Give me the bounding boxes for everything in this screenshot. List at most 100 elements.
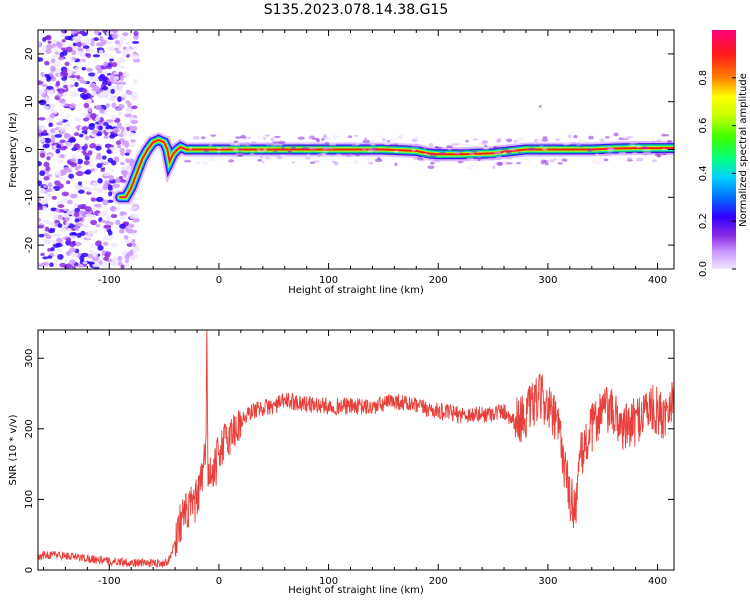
ridge-halo — [306, 153, 310, 157]
ridge-halo — [513, 141, 522, 145]
ridge-halo — [492, 165, 496, 170]
noise-speckle — [116, 122, 122, 129]
noise-speckle — [131, 214, 140, 218]
ridge-halo — [571, 142, 577, 145]
noise-speckle — [62, 145, 68, 150]
noise-speckle — [129, 125, 134, 132]
noise-speckle — [43, 161, 50, 168]
noise-speckle — [100, 66, 108, 70]
noise-speckle — [91, 77, 99, 82]
noise-speckle — [112, 30, 119, 34]
ridge-outline — [186, 144, 673, 152]
ridge-halo — [561, 158, 568, 162]
noise-speckle — [47, 182, 53, 188]
noise-speckle — [110, 242, 118, 248]
noise-speckle — [78, 210, 85, 216]
noise-speckle — [51, 39, 57, 44]
noise-speckle — [124, 113, 132, 118]
noise-speckle — [97, 245, 104, 251]
ridge-halo — [209, 158, 217, 162]
noise-speckle — [69, 259, 76, 265]
colorbar-label: Normalized spectral amplitude — [738, 73, 749, 227]
noise-speckle — [65, 46, 73, 53]
ridge-halo — [308, 146, 317, 150]
noise-speckle — [55, 148, 61, 154]
noise-speckle — [50, 223, 55, 229]
noise-speckle — [103, 171, 111, 177]
noise-speckle — [93, 30, 100, 35]
ridge-halo — [265, 134, 270, 137]
noise-speckle — [55, 248, 63, 253]
noise-speckle — [113, 75, 120, 81]
noise-speckle — [120, 151, 126, 156]
ridge-halo — [635, 157, 644, 162]
noise-speckle — [49, 262, 54, 267]
ridge-halo — [195, 161, 201, 165]
noise-speckle — [91, 148, 96, 153]
ridge-halo — [328, 142, 337, 146]
colorbar-tick-label: 0.0 — [698, 261, 709, 277]
noise-speckle — [97, 67, 103, 74]
noise-speckle — [72, 36, 78, 41]
ridge-halo — [331, 160, 338, 164]
ridge-halo — [476, 154, 482, 159]
ridge-halo — [323, 134, 327, 138]
ridge-halo — [291, 161, 296, 164]
noise-speckle — [78, 51, 83, 56]
ridge-halo — [324, 154, 330, 158]
ridge-halo — [459, 142, 463, 145]
noise-speckle — [124, 254, 130, 260]
noise-speckle — [59, 103, 65, 107]
noise-speckle — [127, 208, 134, 212]
noise-speckle — [90, 112, 97, 119]
noise-speckle — [110, 88, 115, 94]
noise-speckle — [38, 99, 47, 106]
noise-speckle — [75, 170, 84, 177]
ridge-halo — [235, 142, 241, 147]
noise-speckle — [44, 60, 50, 66]
ridge-halo — [324, 142, 330, 145]
noise-speckle — [38, 206, 44, 211]
ridge-halo — [381, 138, 386, 141]
noise-speckle — [57, 214, 63, 220]
noise-speckle — [95, 155, 102, 160]
noise-speckle — [68, 137, 76, 143]
noise-speckle — [71, 77, 76, 82]
noise-speckle — [74, 166, 80, 171]
noise-speckle — [57, 254, 64, 260]
noise-speckle — [99, 73, 106, 79]
ridge-halo — [541, 148, 548, 151]
noise-speckle — [70, 166, 75, 170]
noise-speckle — [47, 255, 53, 259]
noise-speckle — [50, 58, 56, 64]
spectrogram-xtick-label: -100 — [98, 275, 121, 286]
noise-speckle — [74, 66, 81, 73]
stray-point — [538, 104, 542, 108]
ridge-halo — [343, 152, 352, 156]
noise-speckle — [130, 142, 135, 148]
noise-speckle — [90, 168, 95, 172]
noise-speckle — [63, 133, 72, 139]
ridge-halo — [192, 136, 200, 140]
ridge-halo — [588, 135, 594, 140]
noise-speckle — [69, 235, 78, 239]
noise-speckle — [64, 208, 70, 212]
ridge-halo — [371, 147, 379, 150]
ridge-halo — [666, 139, 673, 144]
ridge-halo — [430, 161, 435, 165]
ridge-halo — [509, 147, 517, 152]
ridge-halo — [595, 153, 599, 157]
noise-speckle — [93, 251, 98, 258]
ridge-halo — [368, 139, 376, 143]
noise-speckle — [82, 88, 87, 94]
ridge-halo — [367, 150, 374, 153]
noise-speckle — [64, 61, 70, 67]
noise-speckle — [105, 119, 114, 123]
noise-speckle — [90, 219, 98, 226]
noise-speckle — [131, 92, 139, 98]
ridge-halo — [613, 132, 619, 137]
ridge-halo — [439, 152, 443, 155]
noise-speckle — [105, 125, 112, 130]
noise-speckle — [132, 229, 137, 234]
noise-speckle — [71, 30, 78, 34]
